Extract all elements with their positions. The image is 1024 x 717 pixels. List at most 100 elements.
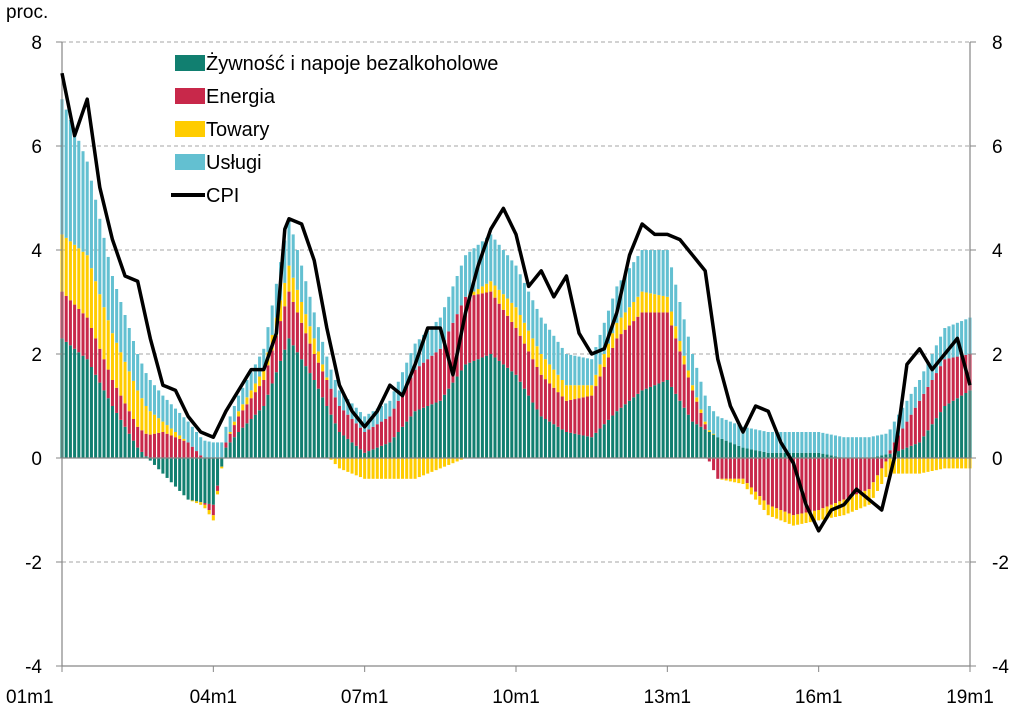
bar-segment-energy [779, 458, 783, 510]
bar-segment-food [808, 452, 812, 458]
bar-segment-food [207, 458, 211, 504]
bar-segment-services [829, 434, 833, 456]
bar-segment-energy [216, 485, 220, 491]
bar-segment-food [438, 400, 442, 458]
bar-segment-goods [182, 438, 186, 441]
bar-segment-services [766, 432, 770, 453]
bar-segment-energy [342, 410, 346, 436]
cpi-line-layer [60, 72, 972, 533]
bar-segment-energy [833, 458, 837, 504]
bar-segment-food [955, 398, 959, 458]
bar-segment-food [375, 447, 379, 458]
y-tick-right: 6 [992, 137, 1003, 158]
bar-segment-goods [518, 315, 522, 336]
bar-segment-goods [640, 291, 644, 313]
bar-segment-services [447, 296, 451, 332]
bar-segment-food [485, 355, 489, 458]
bar-segment-services [258, 356, 262, 377]
y-tick-right: -4 [992, 657, 1009, 678]
bar-segment-energy [110, 380, 114, 406]
bar-segment-goods [636, 296, 640, 317]
bar-segment-goods [413, 458, 417, 479]
bar-segment-goods [548, 364, 552, 384]
bar-segment-services [527, 291, 531, 331]
bar-segment-services [346, 399, 350, 415]
bar-segment-services [892, 421, 896, 443]
bar-segment-services [800, 432, 804, 453]
bar-segment-energy [522, 343, 526, 389]
bar-segment-services [266, 327, 270, 353]
bar-segment-goods [136, 390, 140, 427]
bar-segment-energy [569, 399, 573, 433]
bar-segment-food [653, 385, 657, 458]
bar-segment-services [312, 312, 316, 339]
bar-segment-services [804, 432, 808, 453]
bar-segment-services [939, 336, 943, 367]
bar-segment-food [686, 414, 690, 458]
bar-segment-food [691, 421, 695, 458]
bar-segment-food [119, 419, 123, 458]
bar-segment-services [871, 436, 875, 458]
bar-segment-services [577, 356, 581, 386]
bar-segment-food [232, 437, 236, 458]
bar-segment-energy [871, 458, 875, 483]
bar-segment-goods [930, 458, 934, 471]
bar-segment-services [152, 385, 156, 415]
bar-segment-energy [308, 343, 312, 374]
bar-segment-goods [817, 510, 821, 521]
bar-segment-food [300, 359, 304, 458]
bar-segment-goods [73, 244, 77, 305]
bar-segment-energy [783, 458, 787, 512]
bar-segment-food [249, 419, 253, 458]
bar-segment-food [762, 451, 766, 458]
bar-segment-food [144, 456, 148, 458]
bar-segment-food [396, 432, 400, 458]
bar-segment-goods [346, 458, 350, 472]
bar-segment-food [127, 433, 131, 458]
bar-segment-food [880, 455, 884, 458]
bar-segment-goods [396, 458, 400, 479]
bar-segment-food [253, 414, 257, 458]
bar-segment-services [392, 391, 396, 409]
bar-segment-goods [241, 404, 245, 411]
bar-segment-food [649, 386, 653, 458]
bar-segment-food [766, 452, 770, 458]
bar-segment-energy [379, 421, 383, 446]
bar-segment-energy [89, 328, 93, 367]
bar-segment-services [632, 262, 636, 302]
bar-segment-services [682, 319, 686, 356]
bar-segment-energy [922, 393, 926, 437]
bar-segment-energy [258, 386, 262, 411]
bar-segment-energy [182, 440, 186, 458]
bar-segment-energy [476, 294, 480, 360]
bar-segment-goods [417, 458, 421, 478]
bar-segment-services [611, 298, 615, 334]
bar-segment-goods [514, 307, 518, 328]
bar-segment-services [165, 399, 169, 426]
bar-segment-energy [384, 419, 388, 445]
bar-segment-services [85, 161, 89, 256]
bar-segment-services [552, 335, 556, 370]
bar-segment-energy [733, 458, 737, 479]
bar-segment-services [556, 341, 560, 375]
bar-segment-goods [262, 369, 266, 380]
bar-segment-services [110, 276, 114, 334]
bar-segment-energy [102, 359, 106, 391]
bar-segment-energy [653, 312, 657, 386]
bar-segment-energy [241, 410, 245, 428]
legend-label-services: Usługi [206, 152, 262, 174]
bar-segment-energy [897, 435, 901, 452]
bar-segment-energy [691, 390, 695, 422]
bar-segment-food [199, 458, 203, 503]
bar-segment-services [854, 437, 859, 458]
bar-segment-services [821, 432, 825, 454]
bar-segment-goods [195, 501, 199, 504]
bar-segment-energy [73, 304, 77, 349]
bar-segment-energy [169, 435, 173, 458]
bar-segment-goods [733, 478, 737, 483]
bar-segment-energy [312, 354, 316, 380]
bar-segment-goods [485, 283, 489, 293]
bar-segment-goods [670, 311, 674, 326]
bar-segment-goods [173, 432, 178, 438]
bar-segment-food [564, 432, 568, 458]
